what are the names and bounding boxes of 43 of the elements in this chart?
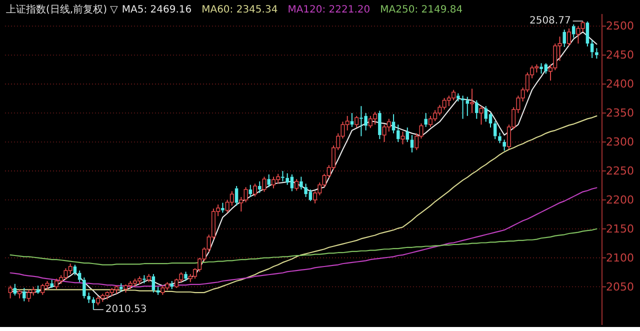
candlestick	[562, 29, 566, 48]
candlestick	[92, 296, 96, 310]
candlestick	[300, 176, 303, 190]
y-tick-label: 2500	[606, 20, 634, 33]
annotation: 2508.77	[529, 16, 571, 27]
candlestick	[281, 170, 284, 182]
candlestick	[248, 184, 252, 198]
candlestick	[424, 112, 428, 128]
y-tick-label: 2100	[606, 251, 634, 264]
y-tick-label: 2350	[606, 106, 634, 120]
candlestick	[461, 95, 464, 120]
text: MA250: 2149.84	[380, 4, 463, 16]
candlestick	[493, 120, 497, 140]
candlestick	[82, 277, 86, 299]
candlestick	[392, 114, 396, 134]
candlestick	[502, 139, 506, 152]
candlestick	[142, 274, 146, 284]
candlestick	[406, 127, 410, 142]
y-tick-label: 2250	[606, 164, 634, 178]
annotation: 2010.53	[105, 304, 147, 316]
text: MA120: 2221.20	[288, 4, 370, 16]
candlestick	[396, 124, 400, 142]
y-tick-label: 2300	[606, 135, 634, 148]
y-tick-label: 2150	[606, 222, 634, 236]
candlestick	[378, 110, 382, 140]
y-tick-label: 2200	[606, 193, 634, 206]
candlestick	[400, 131, 405, 145]
candlestick	[258, 180, 262, 194]
text: MA60: 2345.34	[202, 4, 278, 16]
chart-title: 上证指数(日线,前复权) ▽	[6, 4, 118, 16]
y-tick-label: 2050	[606, 280, 634, 294]
candlestick	[22, 287, 26, 302]
candlestick	[470, 88, 474, 114]
candlestick	[595, 48, 598, 60]
candlestick	[590, 40, 594, 59]
y-tick-label: 2450	[606, 48, 634, 62]
y-tick-label: 2400	[606, 78, 634, 91]
candlestick	[410, 134, 414, 153]
candlestick	[350, 112, 354, 128]
text: MA5: 2469.16	[122, 4, 192, 16]
candlestick	[466, 96, 470, 116]
candlestick	[87, 292, 90, 304]
candlestick	[184, 271, 188, 282]
